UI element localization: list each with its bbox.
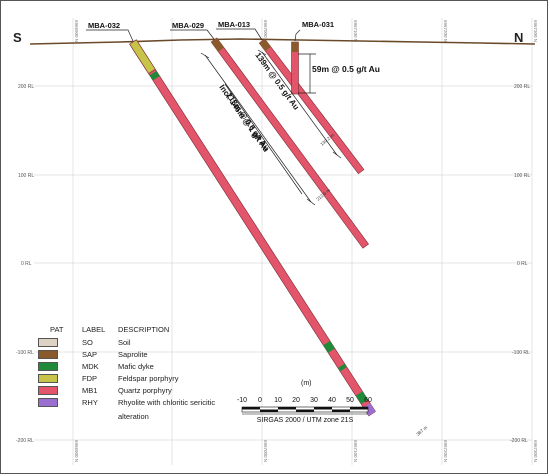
rl-label: -100 RL [512, 350, 530, 356]
legend-description: Soil [118, 338, 131, 347]
legend-header-label: LABEL [82, 325, 106, 334]
northing-label: 6967200 N [443, 440, 448, 462]
legend-description: Quartz porphyry [118, 386, 172, 395]
legend-description: Mafic dyke [118, 362, 154, 371]
scale-tick-label: 40 [328, 397, 336, 404]
rl-label: 0 RL [21, 261, 32, 267]
legend-description: Rhyolite with chloritic sericitic [118, 398, 216, 407]
drillhole-mba-013 [258, 38, 365, 175]
legend-header-description: DESCRIPTION [118, 325, 170, 334]
legend-description: Feldspar porphyry [118, 374, 179, 383]
northing-label: 6967100 N [353, 20, 358, 42]
rl-label: 0 RL [517, 261, 528, 267]
rl-label: -100 RL [16, 350, 34, 356]
northing-label: 6967200 N [443, 20, 448, 42]
legend-code: SAP [82, 350, 98, 359]
scale-tick-label: 60 [364, 397, 372, 404]
northing-label: 6967100 N [353, 440, 358, 462]
scale-tick-label: 30 [310, 397, 318, 404]
northing-label: 6967300 N [533, 20, 538, 42]
legend-code: MB1 [82, 386, 98, 395]
scale-tick-label: 20 [292, 397, 300, 404]
northing-label: 6966900 N [74, 20, 79, 42]
hole-label-mba-031: MBA-031 [302, 20, 334, 29]
rl-label: 200 RL [514, 84, 530, 90]
hole-label-mba-013: MBA-013 [218, 20, 250, 29]
intercept-bracket-mba-031 [298, 53, 316, 94]
legend-code: FDP [82, 374, 97, 383]
rl-label: 200 RL [18, 84, 34, 90]
intercept-bracket-mba-029 [200, 52, 316, 206]
intercept-bracket-mba-013 [257, 49, 342, 159]
saprolite-swatch [38, 350, 58, 359]
northing-label: 6967000 N [263, 440, 268, 462]
north-label: N [514, 30, 523, 45]
rl-label: 100 RL [514, 173, 530, 179]
rl-label: 100 RL [18, 173, 34, 179]
legend-code: MDK [82, 362, 99, 371]
eoh-depth-mba-032: 387 m [415, 425, 428, 437]
legend-description: Saprolite [118, 350, 148, 359]
drillhole-mba-031 [291, 41, 299, 95]
hole-label-mba-032: MBA-032 [88, 21, 120, 30]
topographic-surface [29, 38, 536, 45]
rl-label: -200 RL [16, 438, 34, 444]
legend-description: alteration [118, 412, 149, 421]
grid [34, 18, 533, 465]
quartz-porphyry-swatch [38, 386, 58, 395]
scale-tick-label: 50 [346, 397, 354, 404]
scale-bar: (m) -10 0 10 20 30 40 50 60 SIRGAS 2000 … [237, 380, 372, 424]
hole-label-mba-029: MBA-029 [172, 21, 204, 30]
mafic-dyke-swatch [38, 362, 58, 371]
rhyolite-swatch [38, 398, 58, 407]
northing-label: 6967300 N [533, 440, 538, 462]
legend-code: SO [82, 338, 93, 347]
legend-code: RHY [82, 398, 98, 407]
scale-tick-label: -10 [237, 397, 247, 404]
northing-label: 6966900 N [74, 440, 79, 462]
northing-label: 6967000 N [263, 20, 268, 42]
intercept-mba-031: 59m @ 0.5 g/t Au [312, 64, 380, 74]
scale-tick-label: 0 [258, 397, 262, 404]
intercept-mba-029-incl: Incl. 146m @ 1 g/t Au [217, 83, 270, 154]
scale-tick-label: 10 [274, 397, 282, 404]
south-label: S [13, 30, 22, 45]
rl-label: -200 RL [510, 438, 528, 444]
soil-swatch [38, 338, 58, 347]
scale-unit: (m) [301, 380, 312, 387]
feldspar-porphyry-swatch [38, 374, 58, 383]
drillhole-mba-029 [210, 37, 369, 249]
legend-header-pat: PAT [50, 325, 64, 334]
scale-crs: SIRGAS 2000 / UTM zone 21S [257, 417, 354, 424]
drillhole-mba-032 [129, 39, 376, 417]
